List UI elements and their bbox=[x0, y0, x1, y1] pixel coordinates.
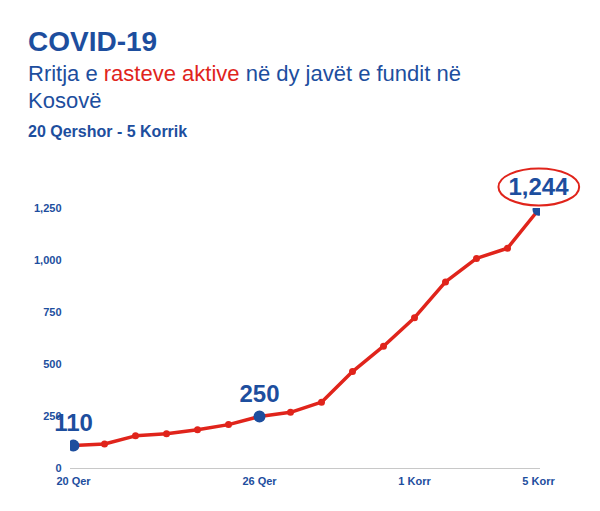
svg-text:500: 500 bbox=[43, 358, 61, 370]
svg-text:250: 250 bbox=[239, 380, 279, 407]
svg-text:750: 750 bbox=[43, 306, 61, 318]
svg-text:1,244: 1,244 bbox=[508, 173, 569, 200]
html-text:COVID-19: COVID-19 bbox=[28, 26, 158, 57]
svg-text:250: 250 bbox=[43, 410, 62, 422]
svg-text:110: 110 bbox=[54, 409, 93, 436]
svg-text:20 Qer: 20 Qer bbox=[56, 475, 91, 487]
html-text:20 Qershor - 5 Korrik: 20 Qershor - 5 Korrik bbox=[28, 123, 188, 140]
svg-text:5 Korr: 5 Korr bbox=[522, 475, 555, 487]
svg-text:0: 0 bbox=[55, 462, 61, 474]
svg-text:26 Qer: 26 Qer bbox=[242, 475, 277, 487]
html-text:Rritja e rasteve aktive në dy: Rritja e rasteve aktive në dy javët e fu… bbox=[28, 61, 461, 113]
svg-text:1,000: 1,000 bbox=[34, 254, 62, 266]
svg-text:1 Korr: 1 Korr bbox=[398, 475, 431, 487]
svg-text:1,250: 1,250 bbox=[34, 202, 62, 214]
